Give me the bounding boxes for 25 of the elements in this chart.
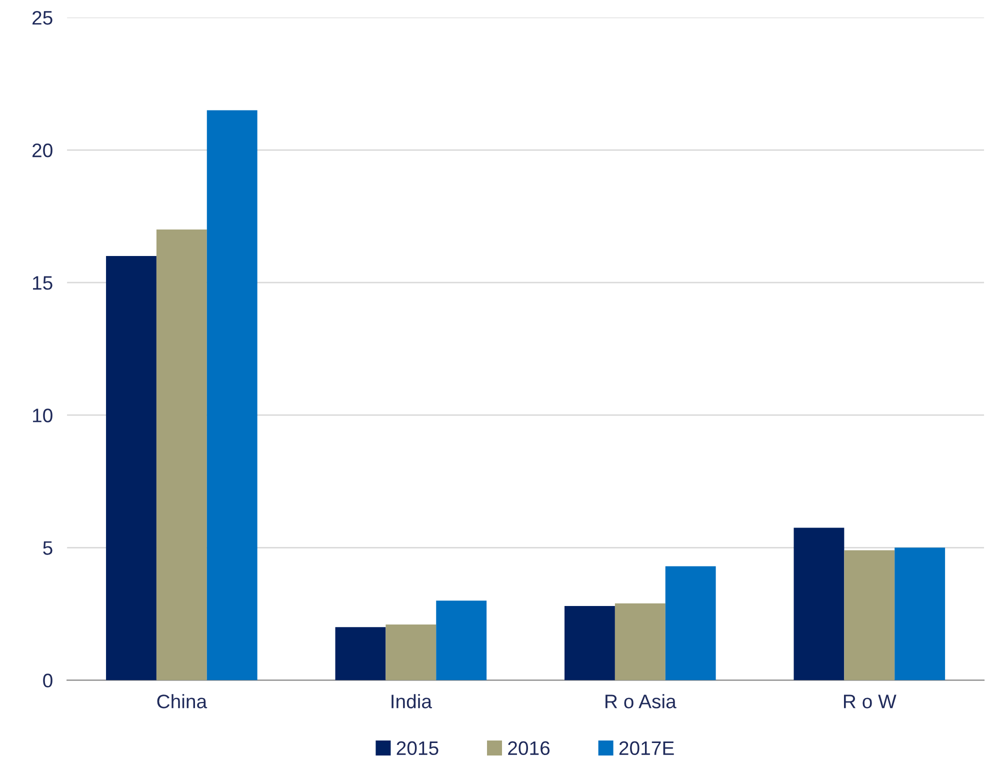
bar	[564, 606, 615, 680]
y-tick-label: 20	[32, 143, 52, 158]
legend-label: 2017E	[619, 741, 674, 756]
y-tick-label: 5	[43, 541, 52, 555]
x-tick-label: R o W	[844, 694, 896, 708]
bar	[386, 624, 436, 680]
legend-label: 2015	[396, 741, 438, 756]
bar	[335, 627, 386, 680]
bar	[794, 528, 844, 680]
bar	[156, 230, 207, 680]
bar	[614, 603, 666, 680]
y-tick-label: 0	[43, 674, 52, 688]
bar	[665, 566, 716, 680]
legend-label: 2016	[508, 741, 550, 756]
x-tick-label: India	[392, 694, 432, 708]
y-tick-label: 25	[32, 10, 52, 25]
bar	[844, 550, 895, 680]
y-tick-label: 15	[33, 276, 52, 290]
bar	[206, 110, 258, 680]
x-tick-label: China	[157, 694, 208, 708]
bar	[436, 600, 487, 680]
x-tick-label: R o Asia	[606, 694, 676, 708]
bar	[894, 548, 946, 680]
y-tick-label: 10	[33, 408, 52, 422]
bar	[106, 256, 156, 680]
